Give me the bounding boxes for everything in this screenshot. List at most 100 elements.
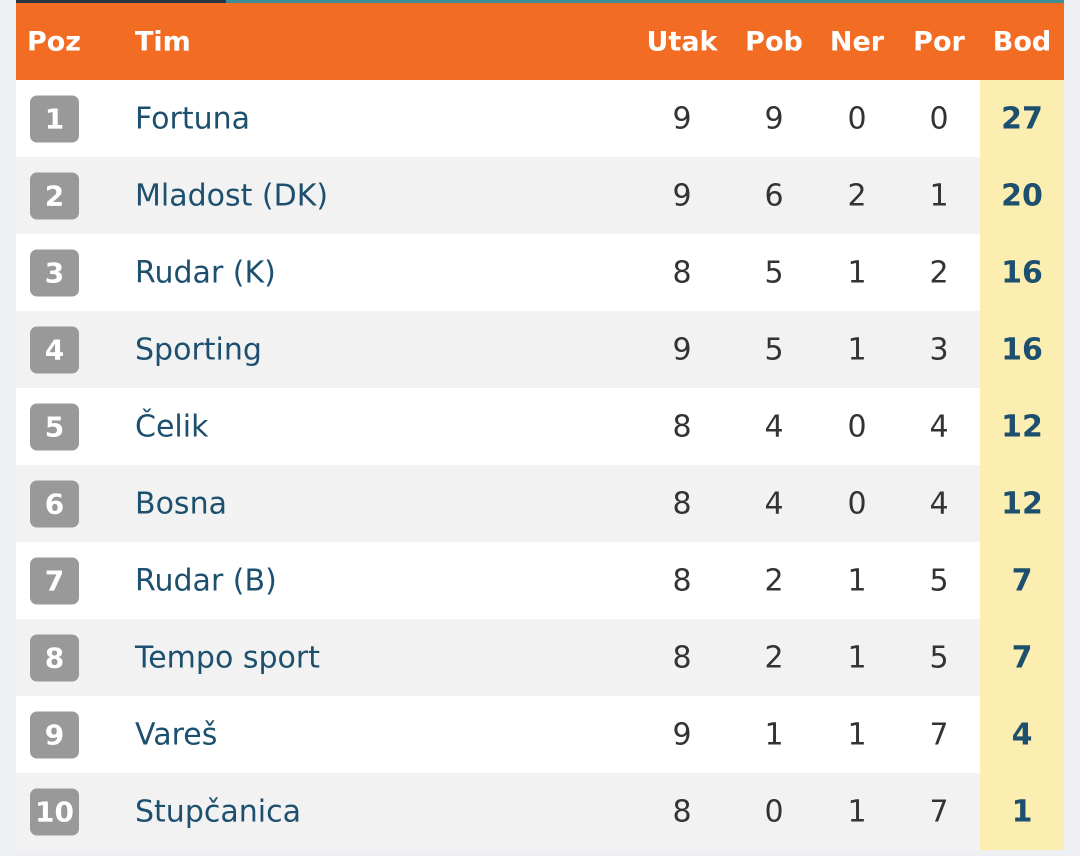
team-name-link[interactable]: Tempo sport [135, 640, 320, 675]
top-accent-bar [16, 0, 1064, 3]
table-row[interactable]: 10 Stupčanica 8 0 1 7 1 [16, 773, 1064, 850]
points-cell-bg [980, 388, 1064, 465]
drawn-cell: 1 [847, 794, 867, 829]
points-cell: 7 [1011, 640, 1033, 675]
team-name-link[interactable]: Fortuna [135, 101, 251, 136]
points-cell: 27 [1001, 101, 1043, 136]
drawn-cell: 1 [847, 640, 867, 675]
played-cell: 8 [672, 563, 692, 598]
points-cell-bg [980, 619, 1064, 696]
table-row[interactable]: 7 Rudar (B) 8 2 1 5 7 [16, 542, 1064, 619]
position-badge: 1 [30, 95, 79, 142]
points-cell: 16 [1001, 332, 1043, 367]
points-cell-bg [980, 311, 1064, 388]
table-row[interactable]: 5 Čelik 8 4 0 4 12 [16, 388, 1064, 465]
points-cell: 12 [1001, 409, 1043, 444]
played-cell: 9 [672, 178, 692, 213]
team-name-link[interactable]: Rudar (K) [135, 255, 276, 290]
points-cell-bg [980, 234, 1064, 311]
points-cell-bg [980, 542, 1064, 619]
points-cell: 12 [1001, 486, 1043, 521]
drawn-cell: 1 [847, 255, 867, 290]
played-cell: 8 [672, 255, 692, 290]
position-badge: 8 [30, 634, 79, 681]
lost-cell: 5 [929, 563, 949, 598]
won-cell: 6 [764, 178, 784, 213]
drawn-cell: 0 [847, 486, 867, 521]
header-team: Tim [135, 26, 191, 57]
lost-cell: 7 [929, 717, 949, 752]
points-cell-bg [980, 157, 1064, 234]
team-name-link[interactable]: Bosna [135, 486, 227, 521]
header-lost: Por [913, 26, 965, 57]
team-name-link[interactable]: Vareš [135, 717, 218, 752]
table-row[interactable]: 1 Fortuna 9 9 0 0 27 [16, 80, 1064, 157]
position-badge: 7 [30, 557, 79, 604]
played-cell: 8 [672, 640, 692, 675]
position-badge: 10 [30, 788, 79, 835]
header-drawn: Ner [829, 26, 885, 57]
points-cell-bg [980, 773, 1064, 850]
drawn-cell: 0 [847, 409, 867, 444]
played-cell: 8 [672, 409, 692, 444]
table-row[interactable]: 4 Sporting 9 5 1 3 16 [16, 311, 1064, 388]
table-row[interactable]: 2 Mladost (DK) 9 6 2 1 20 [16, 157, 1064, 234]
lost-cell: 3 [929, 332, 949, 367]
position-badge: 6 [30, 480, 79, 527]
position-badge: 2 [30, 172, 79, 219]
won-cell: 4 [764, 486, 784, 521]
points-cell: 1 [1011, 794, 1033, 829]
played-cell: 9 [672, 717, 692, 752]
table-row[interactable]: 6 Bosna 8 4 0 4 12 [16, 465, 1064, 542]
played-cell: 8 [672, 794, 692, 829]
drawn-cell: 0 [847, 101, 867, 136]
points-cell-bg [980, 465, 1064, 542]
won-cell: 4 [764, 409, 784, 444]
lost-cell: 7 [929, 794, 949, 829]
won-cell: 5 [764, 332, 784, 367]
standings-table: Poz Tim Utak Pob Ner Por Bod 1 Fortuna 9… [16, 0, 1064, 850]
points-cell-bg [980, 696, 1064, 773]
played-cell: 8 [672, 486, 692, 521]
table-row[interactable]: 8 Tempo sport 8 2 1 5 7 [16, 619, 1064, 696]
team-name-link[interactable]: Čelik [135, 409, 209, 444]
won-cell: 9 [764, 101, 784, 136]
points-cell-bg [980, 80, 1064, 157]
points-cell: 4 [1011, 717, 1033, 752]
table-body: 1 Fortuna 9 9 0 0 27 2 Mladost (DK) 9 6 … [16, 80, 1064, 850]
won-cell: 2 [764, 640, 784, 675]
drawn-cell: 1 [847, 563, 867, 598]
drawn-cell: 1 [847, 717, 867, 752]
team-name-link[interactable]: Mladost (DK) [135, 178, 329, 213]
won-cell: 5 [764, 255, 784, 290]
lost-cell: 2 [929, 255, 949, 290]
position-badge: 4 [30, 326, 79, 373]
team-name-link[interactable]: Sporting [135, 332, 262, 367]
won-cell: 2 [764, 563, 784, 598]
header-points: Bod [992, 26, 1052, 57]
team-name-link[interactable]: Rudar (B) [135, 563, 277, 598]
table-row[interactable]: 9 Vareš 9 1 1 7 4 [16, 696, 1064, 773]
points-cell: 7 [1011, 563, 1033, 598]
header-won: Pob [745, 26, 803, 57]
lost-cell: 5 [929, 640, 949, 675]
team-name-link[interactable]: Stupčanica [135, 794, 301, 829]
lost-cell: 4 [929, 409, 949, 444]
won-cell: 0 [764, 794, 784, 829]
lost-cell: 1 [929, 178, 949, 213]
header-played: Utak [646, 26, 718, 57]
won-cell: 1 [764, 717, 784, 752]
position-badge: 9 [30, 711, 79, 758]
table-header: Poz Tim Utak Pob Ner Por Bod [16, 3, 1064, 80]
lost-cell: 4 [929, 486, 949, 521]
drawn-cell: 2 [847, 178, 867, 213]
played-cell: 9 [672, 101, 692, 136]
position-badge: 5 [30, 403, 79, 450]
points-cell: 16 [1001, 255, 1043, 290]
drawn-cell: 1 [847, 332, 867, 367]
points-cell: 20 [1001, 178, 1043, 213]
table-row[interactable]: 3 Rudar (K) 8 5 1 2 16 [16, 234, 1064, 311]
lost-cell: 0 [929, 101, 949, 136]
played-cell: 9 [672, 332, 692, 367]
header-pos: Poz [26, 26, 82, 57]
